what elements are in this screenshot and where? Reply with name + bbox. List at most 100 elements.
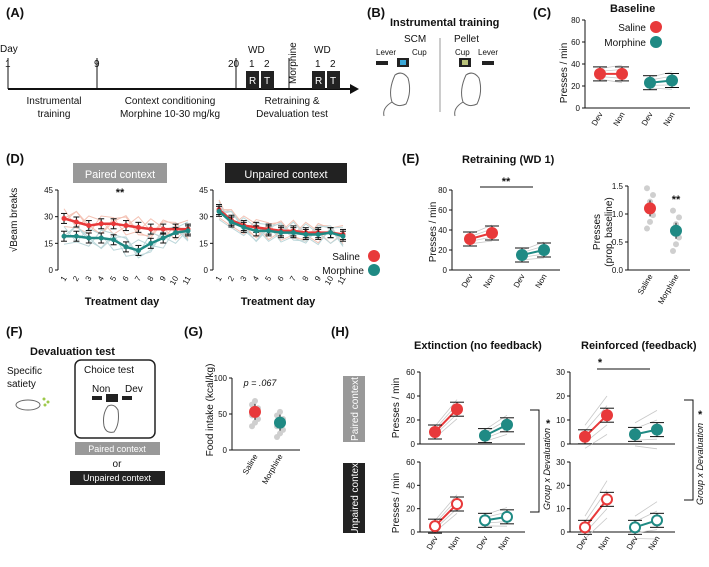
reinf-paired-saline-point	[579, 430, 591, 443]
beam-paired-morphine-subject-trace	[63, 226, 189, 257]
ext-unpaired-ytick: 20	[406, 505, 415, 514]
beam-paired-saline-point	[160, 226, 166, 232]
baseline-morphine-point	[666, 74, 678, 87]
prop-ytick: 1.0	[612, 210, 624, 219]
wd2-num-1: 1	[315, 59, 321, 70]
ext-paired-ytick: 60	[406, 368, 415, 377]
lever-right	[482, 61, 494, 65]
prop-saline-subject	[644, 225, 650, 232]
food-plot: 0 50 100 Saline Morphine	[214, 374, 300, 486]
h-ylabel-unpaired: Presses / min	[391, 473, 402, 534]
devaluation-unpaired-box	[70, 471, 165, 485]
beam-paired-ytick: 0	[49, 266, 54, 275]
beam-unpaired-ytick: 30	[199, 213, 208, 222]
paired-context-box	[73, 163, 167, 183]
lever-left	[376, 61, 388, 65]
wd1-num-2: 2	[264, 59, 270, 70]
beam-unpaired-xtick: 7	[288, 274, 298, 283]
beam-paired-morphine-point	[185, 228, 191, 234]
beam-paired-morphine-point	[86, 235, 92, 241]
reinf-unpaired-morphine-subject-line	[634, 501, 658, 517]
panel-label-g: (G)	[184, 324, 203, 339]
beam-paired-morphine-point	[111, 237, 117, 243]
beam-xlabel-paired: Treatment day	[85, 296, 160, 308]
beam-paired-saline-point	[61, 215, 67, 221]
baseline-ytick: 20	[571, 82, 580, 91]
wd2-letter-r: R	[315, 76, 322, 87]
pellet-dot	[462, 60, 468, 65]
baseline-saline-subject-line	[599, 78, 623, 84]
lever-label-right: Lever	[478, 48, 498, 57]
reinf-paired-ytick: 10	[556, 416, 565, 425]
unpaired-context-label: Unpaired context	[244, 169, 327, 181]
ext-unpaired-xtick: Non	[497, 535, 512, 552]
wd1-box-t	[261, 71, 274, 89]
ext-unpaired-ytick: 40	[406, 481, 415, 490]
baseline-saline-point	[594, 67, 606, 80]
prop-xtick: Morphine	[656, 272, 681, 306]
retraining-ytick: 60	[438, 206, 447, 215]
beam-unpaired-xtick: 4	[251, 274, 261, 283]
scm-droplet	[400, 60, 406, 65]
reinf-paired-ytick: 30	[556, 368, 565, 377]
phase1-line1: Instrumental	[26, 96, 81, 107]
phase2-line1: Context conditioning	[125, 96, 216, 107]
food-morphine-point	[274, 416, 286, 429]
reinf-paired-plot: 0 10 20 30	[556, 368, 675, 450]
beam-unpaired-xtick: 9	[313, 274, 323, 283]
ext-paired-ytick: 0	[411, 440, 416, 449]
beam-unpaired-ytick: 15	[199, 239, 208, 248]
beam-unpaired-xtick: 2	[226, 274, 236, 283]
satiety-line1: Specific	[7, 366, 42, 377]
h-paired-label: Paired context	[350, 377, 361, 441]
h-paired-box	[343, 376, 365, 442]
retraining-xtick: Dev	[460, 273, 475, 290]
retraining-morphine-point	[538, 244, 550, 256]
wd-label-2: WD	[314, 45, 331, 56]
beam-unpaired-xtick: 5	[263, 274, 273, 283]
food-ytick: 0	[223, 446, 228, 455]
food-ylabel: Food intake (kcal/kg)	[205, 364, 216, 457]
beam-paired-saline-point	[111, 221, 117, 227]
reinf-interaction-label: Group x Devaluation	[695, 423, 705, 505]
baseline-saline-subject-line	[599, 64, 623, 70]
devaluation-title: Devaluation test	[30, 346, 115, 358]
baseline-morphine-subject-line	[649, 71, 673, 78]
prop-morphine-subject	[673, 241, 679, 248]
devaluation-paired-label: Paired context	[88, 444, 146, 454]
devaluation-or: or	[113, 459, 123, 470]
prop-morphine-subject	[670, 247, 676, 254]
retraining-saline-subject-line	[469, 224, 493, 235]
beam-paired-xtick: 4	[96, 274, 106, 283]
reinf-unpaired-saline-subject-line	[584, 517, 608, 539]
phase3-line1: Retraining &	[264, 96, 319, 107]
panel-label-d: (D)	[6, 151, 24, 166]
lever-label-left: Lever	[376, 48, 396, 57]
choice-lever-right	[122, 396, 132, 400]
reinf-unpaired-ytick: 0	[561, 528, 566, 537]
retraining-xtick: Non	[534, 273, 549, 290]
timeline-day-9: 9	[94, 59, 100, 70]
rat-right	[454, 72, 482, 117]
beam-unpaired-morphine-point	[315, 231, 321, 237]
reinf-paired-saline-subject-line	[584, 434, 608, 449]
beam-legend: Saline Morphine	[322, 250, 380, 277]
reinf-paired-morphine-point	[629, 428, 641, 441]
baseline-ytick: 0	[576, 104, 581, 113]
choice-cup	[106, 394, 118, 402]
baseline-xtick: Dev	[590, 111, 605, 128]
legend-morphine-marker	[368, 264, 380, 276]
wd2-num-2: 2	[330, 59, 336, 70]
beam-paired-xtick: 8	[146, 274, 156, 283]
legend-morphine-text: Morphine	[322, 266, 364, 277]
ext-unpaired-saline-point	[451, 498, 463, 510]
baseline-legend-saline-marker	[650, 21, 662, 33]
prop-morphine-subject	[676, 214, 682, 221]
food-xtick: Saline	[241, 452, 260, 476]
panel-label-b: (B)	[367, 5, 385, 20]
wd2-box-r	[312, 71, 325, 89]
beam-paired-ytick: 45	[44, 186, 53, 195]
legend-saline-marker	[368, 250, 380, 262]
reinf-paired-saline-subject-line	[584, 405, 608, 432]
